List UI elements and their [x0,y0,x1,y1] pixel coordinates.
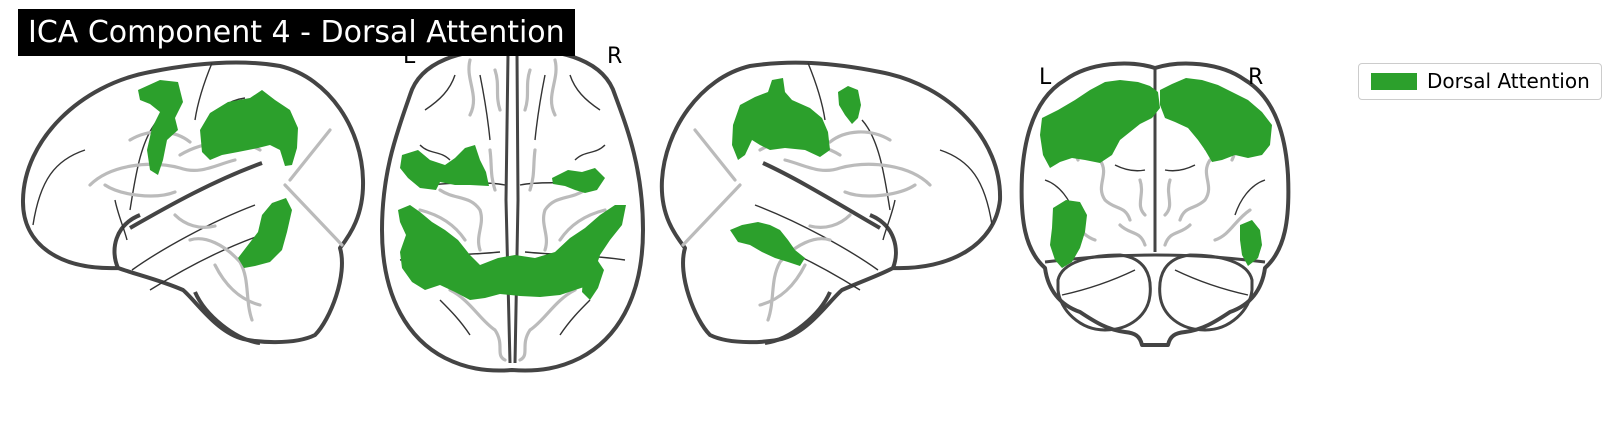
dorsal-attention-blobs-sagittal-left [138,80,298,268]
sagittal-left-view [20,60,366,345]
cerebellum-outline-left [193,291,261,345]
cerebellum-right-lobe [1158,253,1254,332]
legend-swatch-icon [1371,73,1417,90]
legend-label: Dorsal Attention [1427,69,1590,93]
coronal-outline [1019,61,1291,347]
axial-right-marker: R [607,44,623,69]
coronal-cerebrum-base [1044,253,1266,264]
axial-view [380,47,645,373]
network-blob [552,168,605,193]
network-blob [838,86,861,124]
network-blob [1050,200,1087,268]
network-blob [200,90,298,166]
interhemispheric-fissure-left [504,53,512,364]
legend: Dorsal Attention [1358,63,1602,100]
coronal-left-marker: L [1039,65,1052,90]
network-blob [730,222,805,266]
coronal-view [1019,61,1291,347]
temporal-lobe-outline-left [112,213,141,269]
sagittal-right-outline [659,60,1003,345]
figure-title: ICA Component 4 - Dorsal Attention [18,9,575,56]
network-blob [138,80,183,175]
dorsal-attention-blobs-sagittal-right [730,78,861,266]
axial-outline [380,47,645,373]
sagittal-right-view [659,60,1003,345]
interhemispheric-fissure-right [513,53,520,364]
network-blob [1040,80,1160,168]
sylvian-fissure-left [129,161,263,230]
network-blob [400,145,489,190]
sylvian-fissure-right [762,161,881,230]
cerebellum-outline-right [764,291,832,345]
axial-left-marker: L [403,44,416,69]
glass-projections-sagittal-right [681,128,932,322]
sagittal-left-outline [20,60,366,345]
dorsal-attention-blobs-coronal [1040,78,1272,268]
network-blob [582,258,604,300]
network-blob [1240,220,1262,266]
cerebellum-left-lobe [1056,253,1152,332]
temporal-lobe-outline-right [869,213,898,269]
network-blob [238,198,292,268]
glass-projections-axial [418,58,607,362]
network-blob [398,205,626,300]
network-blob [732,78,830,160]
glass-projections-sagittal-left [88,128,344,322]
coronal-right-marker: R [1248,65,1264,90]
dorsal-attention-blobs-axial [398,145,626,300]
network-blob [1160,78,1272,162]
